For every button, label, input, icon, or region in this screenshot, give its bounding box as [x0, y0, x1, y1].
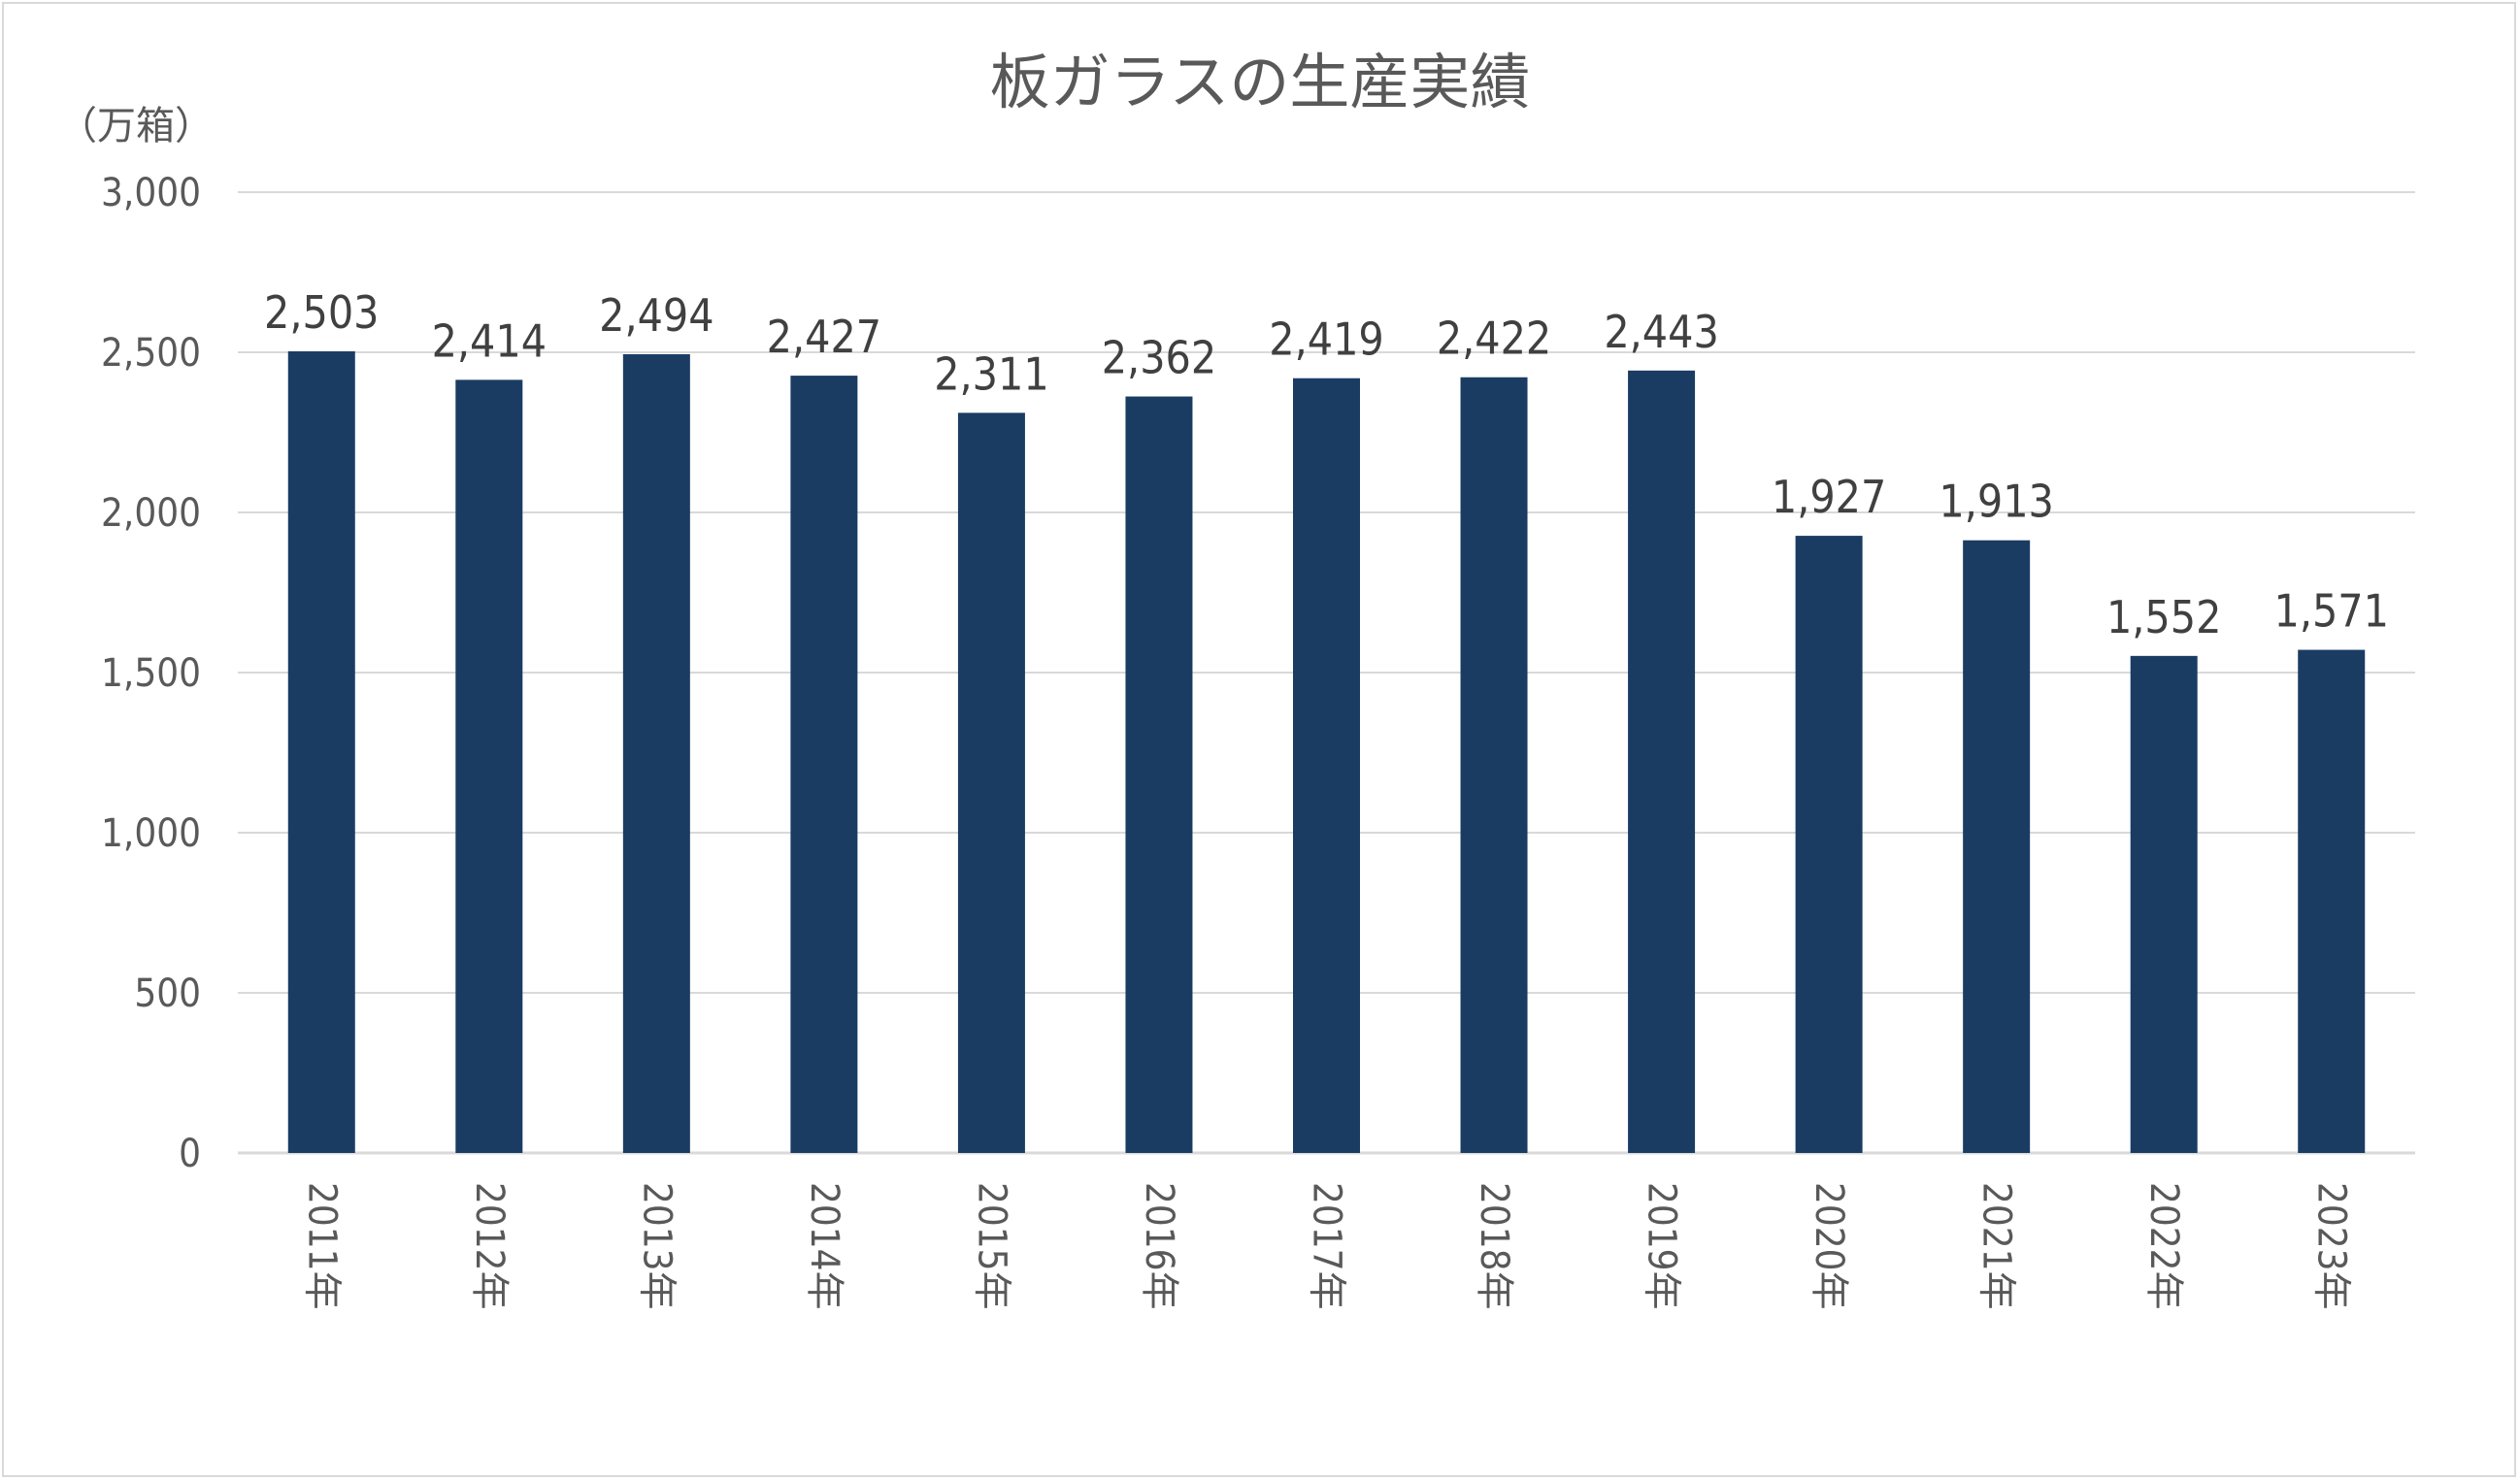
bar — [957, 412, 1025, 1153]
x-axis-ticks: 2011年 2012年 2013年 2014年 2015年 2016年 2017年 2018年… — [299, 1182, 2353, 1310]
x-tick-label: 2022年 — [2141, 1182, 2186, 1310]
data-label: 2,419 — [1269, 313, 1383, 366]
y-tick-label: 3,000 — [101, 171, 201, 215]
y-tick-label: 2,000 — [101, 491, 201, 536]
x-tick-label: 2021年 — [1974, 1182, 2019, 1310]
data-label: 2,414 — [432, 314, 547, 367]
x-tick-text: 2012年 — [467, 1182, 512, 1310]
x-tick-text: 2022年 — [2141, 1182, 2186, 1310]
x-tick-label: 2015年 — [969, 1182, 1013, 1310]
data-label: 2,362 — [1102, 332, 1216, 384]
x-tick-text: 2017年 — [1305, 1182, 1349, 1310]
x-tick-label: 2013年 — [634, 1182, 679, 1310]
bar — [1460, 377, 1528, 1153]
data-label: 1,913 — [1939, 476, 2053, 528]
unit-label: （万箱） — [58, 104, 214, 148]
x-tick-text: 2016年 — [1137, 1182, 1181, 1310]
x-tick-text: 2020年 — [1807, 1182, 1851, 1310]
y-tick-label: 1,500 — [101, 651, 201, 696]
x-tick-label: 2023年 — [2309, 1182, 2354, 1310]
data-label: 2,422 — [1437, 313, 1551, 365]
data-label: 2,311 — [934, 347, 1048, 400]
y-tick-label: 1,000 — [101, 811, 201, 856]
x-tick-text: 2023年 — [2309, 1182, 2354, 1310]
x-tick-label: 2016年 — [1137, 1182, 1181, 1310]
x-tick-text: 2011年 — [299, 1182, 344, 1310]
data-label: 2,503 — [264, 286, 379, 339]
bar — [1293, 378, 1360, 1154]
bar — [1963, 540, 2031, 1153]
bar — [287, 351, 355, 1153]
x-tick-label: 2019年 — [1640, 1182, 1684, 1310]
bar — [1795, 536, 1863, 1153]
chart-title: 板ガラスの生産実績 — [990, 47, 1531, 117]
x-tick-label: 2020年 — [1807, 1182, 1851, 1310]
x-tick-text: 2021年 — [1974, 1182, 2019, 1310]
x-tick-text: 2018年 — [1472, 1182, 1516, 1310]
y-axis-ticks: 0 500 1,000 1,500 2,000 2,500 3,000 — [101, 171, 201, 1176]
y-tick-label: 2,500 — [101, 331, 201, 376]
x-tick-label: 2014年 — [802, 1182, 846, 1310]
data-label: 1,927 — [1772, 471, 1886, 523]
data-labels: 2,503 2,414 2,494 2,427 2,311 2,362 2,419 2,422… — [264, 286, 2389, 643]
bar — [2298, 649, 2366, 1153]
data-label: 1,552 — [2106, 591, 2221, 643]
bar — [1125, 396, 1193, 1153]
data-label: 2,494 — [599, 289, 713, 342]
bar — [790, 376, 858, 1154]
bar — [2130, 655, 2198, 1153]
x-tick-text: 2015年 — [969, 1182, 1013, 1310]
data-label: 2,443 — [1604, 306, 1718, 358]
x-tick-label: 2011年 — [299, 1182, 344, 1310]
y-tick-label: 500 — [134, 971, 201, 1016]
x-tick-text: 2013年 — [634, 1182, 679, 1310]
bar — [455, 379, 523, 1153]
bar — [1628, 370, 1696, 1153]
bar — [622, 353, 690, 1154]
data-label: 1,571 — [2274, 585, 2389, 638]
x-tick-label: 2017年 — [1305, 1182, 1349, 1310]
bars — [287, 351, 2366, 1154]
y-tick-label: 0 — [179, 1132, 201, 1176]
x-tick-label: 2018年 — [1472, 1182, 1516, 1310]
x-tick-text: 2014年 — [802, 1182, 846, 1310]
data-label: 2,427 — [767, 311, 881, 363]
x-tick-label: 2012年 — [467, 1182, 512, 1310]
x-tick-text: 2019年 — [1640, 1182, 1684, 1310]
